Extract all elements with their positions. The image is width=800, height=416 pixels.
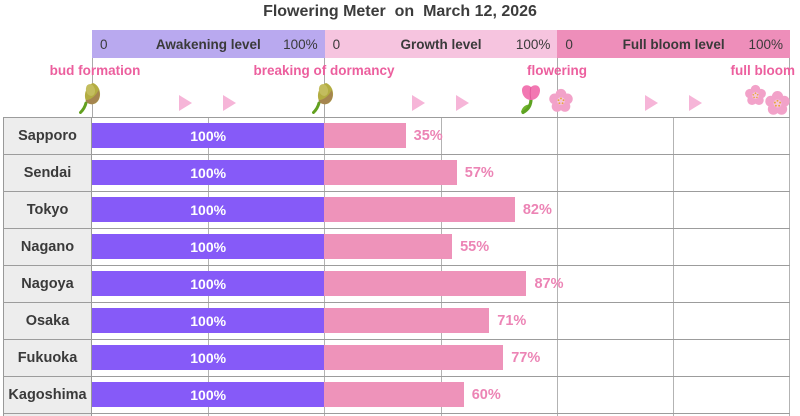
growth-bar: [324, 234, 453, 259]
right-arrow-icon: [645, 95, 658, 111]
gridline: [3, 302, 790, 303]
growth-value: 57%: [464, 164, 494, 181]
page-title: Flowering Meter on March 12, 2026: [263, 3, 537, 20]
awakening-bar: 100%: [92, 345, 325, 370]
awakening-bar: 100%: [92, 234, 325, 259]
gridline: [557, 117, 558, 416]
growth-value: 71%: [497, 312, 527, 329]
gridline: [3, 117, 790, 118]
gridline: [3, 265, 790, 266]
awakening-value: 100%: [190, 164, 227, 181]
city-label: Kagoshima: [8, 386, 87, 403]
city-label: Nagano: [20, 238, 75, 255]
chart-row: 100% 60%: [92, 376, 789, 413]
gridline: [3, 191, 790, 192]
flower-bud-icon: [312, 82, 338, 119]
scale-label: Full bloom level: [622, 36, 725, 52]
chart-row: 100% 87%: [92, 265, 789, 302]
awakening-value: 100%: [190, 201, 227, 218]
scale-tick: [557, 58, 558, 117]
growth-bar: [324, 197, 515, 222]
gridline: [3, 339, 790, 340]
awakening-bar: 100%: [92, 308, 325, 333]
stage-label-flowering: flowering: [527, 63, 587, 78]
scale-max: 100%: [748, 36, 784, 52]
scale-min: 0: [565, 36, 573, 52]
cherry-blossom-icon: [548, 88, 574, 119]
growth-value: 87%: [534, 275, 564, 292]
growth-bar: [324, 271, 527, 296]
gridline: [91, 117, 92, 416]
stage-label-breaking-of-dormancy: breaking of dormancy: [253, 63, 395, 78]
gridline: [3, 228, 790, 229]
cherry-blossom-icon: [744, 84, 767, 112]
growth-value: 60%: [471, 386, 501, 403]
awakening-value: 100%: [190, 238, 227, 255]
right-arrow-icon: [179, 95, 192, 111]
scale-label: Awakening level: [155, 36, 261, 52]
growth-bar: [324, 160, 457, 185]
growth-value: 35%: [413, 127, 443, 144]
city-label: Osaka: [25, 312, 70, 329]
city-label: Fukuoka: [17, 349, 78, 366]
stage-label-full-bloom: full bloom: [730, 63, 796, 78]
tulip-icon: [516, 83, 546, 120]
full-bloom-scale: 0 Full bloom level 100%: [557, 30, 791, 58]
flower-bud-icon: [79, 82, 105, 119]
chart-row: 100% 57%: [92, 154, 789, 191]
scale-min: 0: [100, 36, 108, 52]
city-label: Nagoya: [21, 275, 74, 292]
growth-value: 82%: [522, 201, 552, 218]
awakening-scale: 0 Awakening level 100%: [92, 30, 325, 58]
scale-min: 0: [332, 36, 341, 52]
gridline: [441, 117, 442, 416]
right-arrow-icon: [456, 95, 469, 111]
chart-row: 100% 77%: [92, 339, 789, 376]
scale-band: 0 Awakening level 100% 0 Growth level 10…: [92, 30, 791, 58]
city-column-background: [3, 117, 92, 416]
gridline: [3, 117, 4, 416]
scale-max: 100%: [515, 36, 551, 52]
awakening-bar: 100%: [92, 197, 325, 222]
gridline: [673, 117, 674, 416]
gridline: [3, 154, 790, 155]
growth-bar: [324, 123, 406, 148]
right-arrow-icon: [689, 95, 702, 111]
chart-row: 100% 82%: [92, 191, 789, 228]
gridline: [3, 413, 790, 414]
awakening-bar: 100%: [92, 123, 325, 148]
chart-row: 100% 71%: [92, 302, 789, 339]
awakening-value: 100%: [190, 127, 227, 144]
gridline: [3, 376, 790, 377]
city-label: Sendai: [23, 164, 72, 181]
city-label: Tokyo: [26, 201, 69, 218]
awakening-value: 100%: [190, 312, 227, 329]
chart-row: 100% 55%: [92, 228, 789, 265]
awakening-bar: 100%: [92, 160, 325, 185]
scale-max: 100%: [283, 36, 318, 52]
growth-bar: [324, 345, 504, 370]
chart-row: 100% 35%: [92, 117, 789, 154]
awakening-value: 100%: [190, 386, 227, 403]
city-label: Sapporo: [18, 127, 77, 144]
growth-value: 55%: [460, 238, 490, 255]
right-arrow-icon: [412, 95, 425, 111]
cherry-blossom-icon: [764, 90, 791, 122]
awakening-bar: 100%: [92, 271, 325, 296]
scale-tick: [789, 58, 790, 117]
stage-label-bud-formation: bud formation: [49, 63, 141, 78]
awakening-bar: 100%: [92, 382, 325, 407]
awakening-value: 100%: [190, 349, 227, 366]
awakening-value: 100%: [190, 275, 227, 292]
growth-bar: [324, 382, 464, 407]
gridline: [789, 117, 790, 416]
growth-value: 77%: [511, 349, 541, 366]
right-arrow-icon: [223, 95, 236, 111]
growth-bar: [324, 308, 490, 333]
scale-label: Growth level: [400, 36, 482, 52]
gridline: [324, 117, 325, 416]
gridline: [208, 117, 209, 416]
growth-scale: 0 Growth level 100%: [324, 30, 558, 58]
